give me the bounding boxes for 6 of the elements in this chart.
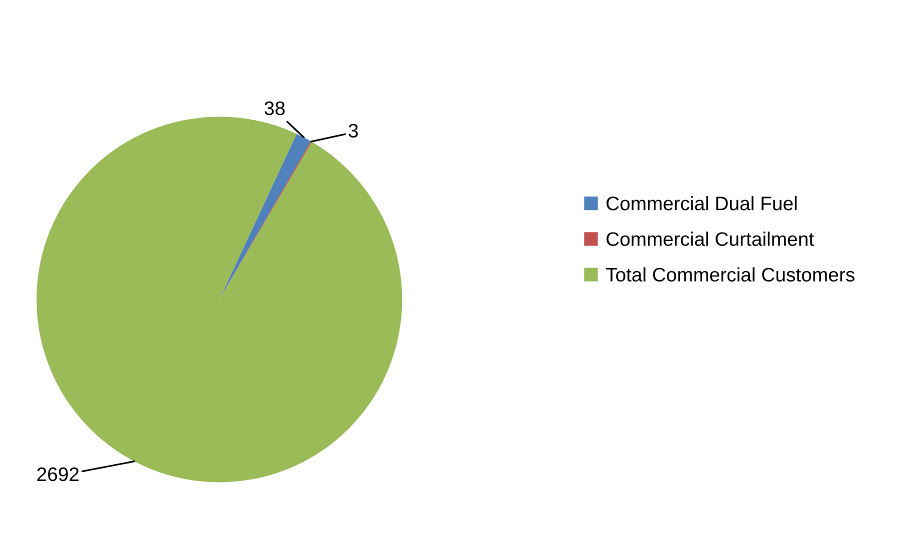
legend-label: Total Commercial Customers	[606, 267, 854, 282]
data-label: 2692	[37, 467, 79, 482]
data-label: 38	[264, 101, 285, 116]
data-label: 3	[348, 124, 358, 138]
legend-label: Commercial Dual Fuel	[606, 196, 797, 210]
legend-label: Commercial Curtailment	[606, 232, 814, 246]
